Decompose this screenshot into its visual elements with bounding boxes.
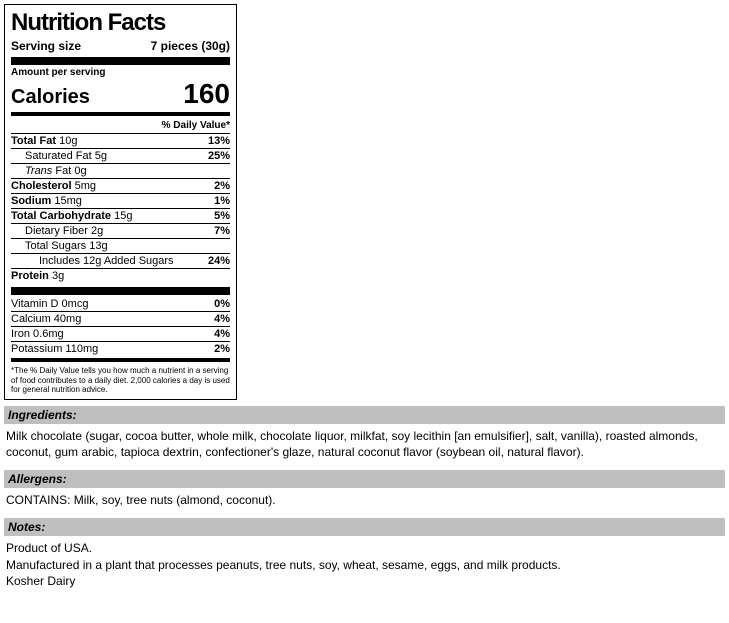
rule-thick xyxy=(11,57,230,65)
row-calcium: Calcium 40mg 4% xyxy=(11,311,230,326)
row-total-fat: Total Fat 10g 13% xyxy=(11,133,230,148)
serving-size-value: 7 pieces (30g) xyxy=(151,39,230,53)
row-cholesterol: Cholesterol 5mg 2% xyxy=(11,178,230,193)
row-total-sugars: Total Sugars 13g xyxy=(11,238,230,253)
nf-title: Nutrition Facts xyxy=(11,9,230,37)
notes-line-1: Product of USA. xyxy=(6,540,723,556)
nf-footer: *The % Daily Value tells you how much a … xyxy=(11,364,230,395)
serving-size-row: Serving size 7 pieces (30g) xyxy=(11,37,230,53)
notes-header: Notes: xyxy=(4,518,725,536)
serving-size-label: Serving size xyxy=(11,39,81,53)
calories-row: Calories 160 xyxy=(11,78,230,110)
rule-med xyxy=(11,112,230,116)
notes-line-3: Kosher Dairy xyxy=(6,573,723,589)
notes-text: Product of USA. Manufactured in a plant … xyxy=(4,538,725,593)
notes-line-2: Manufactured in a plant that processes p… xyxy=(6,557,723,573)
rule-thick-2 xyxy=(11,287,230,295)
ingredients-text: Milk chocolate (sugar, cocoa butter, who… xyxy=(4,426,725,464)
row-vitd: Vitamin D 0mcg 0% xyxy=(11,297,230,311)
amount-per-serving: Amount per serving xyxy=(11,67,230,78)
row-trans-fat: Trans Fat 0g xyxy=(11,163,230,178)
row-sat-fat: Saturated Fat 5g 25% xyxy=(11,148,230,163)
rule-med-2 xyxy=(11,358,230,362)
row-sodium: Sodium 15mg 1% xyxy=(11,193,230,208)
calories-label: Calories xyxy=(11,86,90,109)
row-total-carb: Total Carbohydrate 15g 5% xyxy=(11,208,230,223)
row-iron: Iron 0.6mg 4% xyxy=(11,326,230,341)
allergens-header: Allergens: xyxy=(4,470,725,488)
nutrition-facts-panel: Nutrition Facts Serving size 7 pieces (3… xyxy=(4,4,237,400)
calories-value: 160 xyxy=(183,78,230,110)
row-protein: Protein 3g xyxy=(11,268,230,283)
allergens-text: CONTAINS: Milk, soy, tree nuts (almond, … xyxy=(4,490,725,512)
dv-header: % Daily Value* xyxy=(11,118,230,133)
row-fiber: Dietary Fiber 2g 7% xyxy=(11,223,230,238)
ingredients-header: Ingredients: xyxy=(4,406,725,424)
row-potassium: Potassium 110mg 2% xyxy=(11,341,230,356)
row-added-sugars: Includes 12g Added Sugars 24% xyxy=(11,253,230,268)
